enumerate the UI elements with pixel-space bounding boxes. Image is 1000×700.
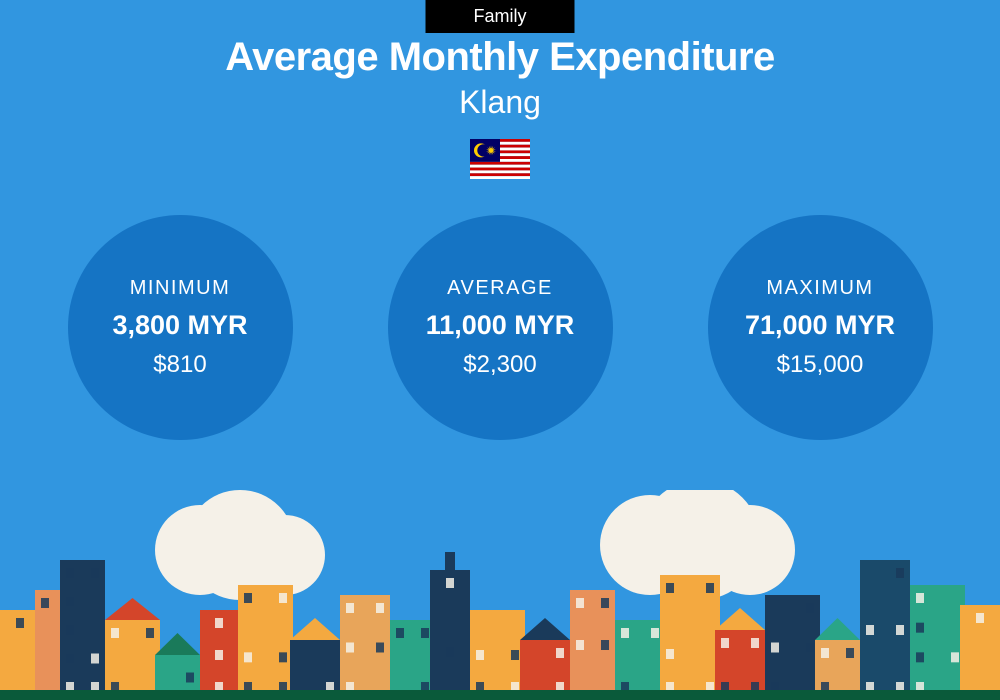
badge-text: Family	[474, 6, 527, 26]
stat-value: 3,800 MYR	[112, 310, 247, 341]
stat-usd: $15,000	[777, 351, 864, 379]
stat-minimum: MINIMUM 3,800 MYR $810	[68, 215, 293, 440]
stat-label: MINIMUM	[130, 277, 230, 300]
stat-usd: $2,300	[463, 351, 536, 379]
malaysia-flag-icon	[470, 139, 530, 179]
stat-usd: $810	[153, 351, 206, 379]
stat-label: MAXIMUM	[766, 277, 873, 300]
stat-value: 71,000 MYR	[745, 310, 895, 341]
location-subtitle: Klang	[0, 84, 1000, 121]
category-badge: Family	[426, 0, 575, 33]
header: Average Monthly Expenditure Klang	[0, 35, 1000, 184]
stats-row: MINIMUM 3,800 MYR $810 AVERAGE 11,000 MY…	[0, 215, 1000, 440]
page-title: Average Monthly Expenditure	[0, 35, 1000, 80]
stat-value: 11,000 MYR	[426, 310, 575, 341]
stat-label: AVERAGE	[447, 277, 553, 300]
stat-maximum: MAXIMUM 71,000 MYR $15,000	[708, 215, 933, 440]
cityscape-illustration	[0, 490, 1000, 700]
stat-average: AVERAGE 11,000 MYR $2,300	[388, 215, 613, 440]
